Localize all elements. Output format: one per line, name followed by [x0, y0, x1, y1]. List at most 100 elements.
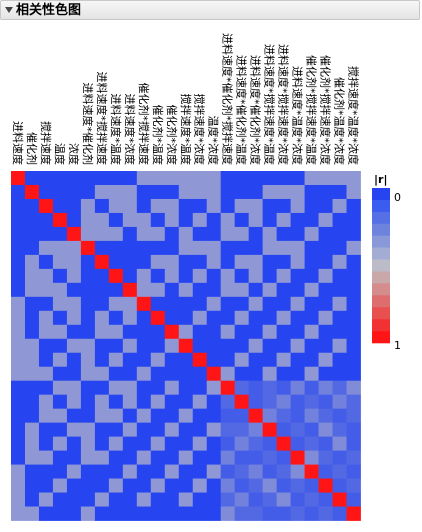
heatmap-cell — [24, 478, 40, 493]
heatmap-cell — [11, 254, 26, 270]
heatmap-cell — [248, 380, 264, 396]
heatmap-cell — [304, 324, 319, 340]
heatmap-cell — [346, 198, 361, 214]
heatmap-cell — [122, 310, 138, 326]
heatmap-cell — [234, 506, 250, 521]
heatmap-cell — [332, 268, 347, 284]
legend-swatch — [372, 259, 390, 272]
heatmap-cell — [206, 464, 222, 479]
heatmap-cell — [108, 380, 124, 396]
heatmap-cell — [234, 171, 250, 186]
heatmap-cell — [122, 324, 138, 340]
heatmap-cell — [150, 254, 166, 270]
heatmap-cell — [164, 324, 180, 340]
heatmap-cell — [234, 492, 250, 507]
heatmap-cell — [24, 240, 40, 256]
heatmap-cell — [52, 296, 68, 312]
heatmap-cell — [108, 324, 124, 340]
heatmap-cell — [248, 422, 264, 438]
heatmap-cell — [136, 310, 152, 326]
heatmap-cell — [318, 324, 333, 340]
heatmap-cell — [234, 226, 250, 242]
heatmap-cell — [66, 324, 82, 340]
heatmap-cell — [11, 492, 26, 507]
heatmap-cell — [66, 296, 82, 312]
heatmap-cell — [206, 324, 222, 340]
heatmap-cell — [276, 296, 291, 312]
heatmap-cell — [290, 184, 305, 200]
heatmap-cell — [52, 492, 68, 507]
heatmap-cell — [262, 324, 278, 340]
heatmap-cell — [11, 282, 26, 298]
heatmap-cell — [94, 310, 110, 326]
heatmap-cell — [304, 366, 319, 382]
legend-swatch — [372, 331, 390, 344]
heatmap-cell — [122, 254, 138, 270]
heatmap-cell — [332, 254, 347, 270]
heatmap-cell — [150, 450, 166, 465]
heatmap-cell — [206, 212, 222, 228]
heatmap-cell — [80, 366, 96, 382]
heatmap-cell — [38, 352, 54, 368]
heatmap-cell — [192, 478, 208, 493]
heatmap-cell — [136, 240, 152, 256]
heatmap-cell — [178, 478, 194, 493]
heatmap-cell — [276, 492, 291, 507]
heatmap-cell — [52, 366, 68, 382]
heatmap-cell — [122, 478, 138, 493]
heatmap-cell — [52, 338, 68, 354]
heatmap-cell — [94, 422, 110, 438]
heatmap-cell — [192, 408, 208, 424]
heatmap-cell — [122, 352, 138, 368]
heatmap-cell — [206, 450, 222, 465]
heatmap-cell — [346, 296, 361, 312]
heatmap-cell — [304, 436, 319, 451]
heatmap-cell — [178, 338, 194, 354]
heatmap-cell — [94, 408, 110, 424]
heatmap-cell — [290, 506, 305, 521]
heatmap-cell — [248, 436, 264, 451]
disclosure-triangle-icon[interactable] — [5, 7, 13, 13]
heatmap-cell — [304, 380, 319, 396]
heatmap-cell — [346, 422, 361, 438]
heatmap-cell — [248, 171, 264, 186]
heatmap-cell — [290, 268, 305, 284]
heatmap-cell — [66, 492, 82, 507]
heatmap-cell — [178, 226, 194, 242]
heatmap-cell — [94, 268, 110, 284]
heatmap-cell — [290, 366, 305, 382]
heatmap-cell — [52, 282, 68, 298]
heatmap-cell — [262, 492, 278, 507]
heatmap-cell — [150, 394, 166, 410]
column-label: 搅拌速度*温度*浓度 — [347, 66, 361, 165]
legend-swatch — [372, 223, 390, 236]
heatmap-cell — [136, 198, 152, 214]
heatmap-cell — [38, 492, 54, 507]
heatmap-cell — [262, 184, 278, 200]
heatmap-cell — [122, 366, 138, 382]
heatmap-cell — [66, 436, 82, 451]
heatmap-cell — [206, 282, 222, 298]
heatmap-cell — [11, 408, 26, 424]
heatmap-cell — [248, 296, 264, 312]
heatmap-cell — [150, 338, 166, 354]
heatmap-cell — [318, 254, 333, 270]
heatmap-cell — [192, 282, 208, 298]
heatmap-cell — [332, 296, 347, 312]
heatmap-cell — [234, 366, 250, 382]
heatmap-cell — [318, 198, 333, 214]
heatmap-cell — [220, 296, 236, 312]
heatmap-cell — [24, 338, 40, 354]
heatmap-cell — [290, 338, 305, 354]
heatmap-cell — [80, 296, 96, 312]
color-legend: |r| 0 1 — [372, 173, 401, 352]
heatmap-cell — [164, 171, 180, 186]
heatmap-cell — [290, 394, 305, 410]
heatmap-cell — [94, 436, 110, 451]
heatmap-cell — [318, 506, 333, 521]
heatmap-cell — [304, 478, 319, 493]
heatmap-cell — [108, 296, 124, 312]
heatmap-cell — [108, 436, 124, 451]
panel-header[interactable]: 相关性色图 — [0, 0, 420, 20]
heatmap-cell — [304, 338, 319, 354]
